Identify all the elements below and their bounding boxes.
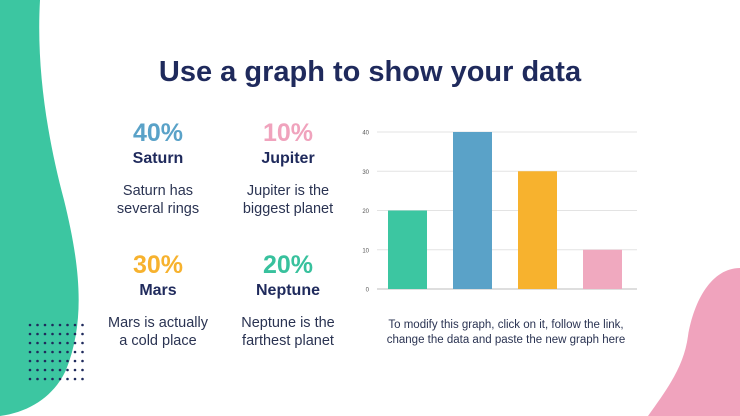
- bar: [583, 249, 622, 289]
- stat-percent: 40%: [132, 119, 184, 147]
- dot: [73, 359, 77, 363]
- pink-blob-shape: [648, 268, 740, 416]
- stat-saturn: 40% Saturn Saturn has several rings: [93, 118, 223, 218]
- description-line: farthest planet: [242, 333, 334, 349]
- description-line: Neptune is the: [241, 315, 335, 331]
- stat-description: Neptune is the farthest planet: [223, 314, 353, 350]
- dot: [73, 377, 77, 381]
- dot-pattern: [28, 323, 84, 381]
- dot: [58, 350, 62, 354]
- y-tick-label: 0: [366, 288, 370, 294]
- stat-jupiter: 10% Jupiter Jupiter is the biggest plane…: [223, 118, 353, 218]
- stat-description: Mars is actually a cold place: [93, 314, 223, 350]
- dot: [36, 377, 39, 381]
- dot: [66, 341, 69, 345]
- caption-line: change the data and paste the new graph …: [386, 334, 626, 346]
- y-tick-label: 30: [362, 170, 369, 176]
- dot: [36, 332, 39, 336]
- dot: [58, 323, 62, 327]
- dot: [36, 350, 39, 354]
- dot: [28, 350, 32, 354]
- dot: [28, 341, 32, 345]
- dot: [43, 323, 47, 327]
- dot: [43, 368, 47, 372]
- stat-percent: 10%: [262, 119, 314, 147]
- description-line: a cold place: [119, 333, 197, 349]
- dot: [51, 368, 54, 372]
- dot: [36, 359, 39, 363]
- dot: [81, 341, 84, 345]
- stat-mars: 30% Mars Mars is actually a cold place: [93, 250, 223, 350]
- dot: [73, 350, 77, 354]
- dot: [51, 359, 54, 363]
- y-tick-label: 10: [362, 248, 369, 254]
- dot: [66, 332, 69, 336]
- stat-name: Mars: [139, 282, 177, 299]
- y-tick-label: 20: [362, 209, 369, 215]
- dot: [66, 359, 69, 363]
- description-line: several rings: [116, 201, 200, 217]
- dot: [58, 341, 62, 345]
- dot: [81, 368, 84, 372]
- dot: [43, 341, 47, 345]
- description-line: Mars is actually: [108, 315, 208, 331]
- teal-wave-shape: [0, 0, 79, 416]
- dot: [43, 377, 47, 381]
- dot: [36, 323, 39, 327]
- bar: [388, 210, 427, 289]
- bar-chart[interactable]: 0 10 20 30 40: [355, 124, 645, 299]
- dot: [28, 332, 32, 336]
- dot: [81, 359, 84, 363]
- dot: [51, 332, 54, 336]
- bar: [453, 132, 492, 289]
- stat-description: Jupiter is the biggest planet: [223, 182, 353, 218]
- chart-caption: To modify this graph, click on it, follo…: [356, 318, 656, 348]
- y-tick-label: 40: [362, 131, 369, 137]
- description-line: Jupiter is the: [246, 183, 330, 199]
- description-line: biggest planet: [242, 201, 334, 217]
- dot: [66, 323, 69, 327]
- dot: [28, 377, 32, 381]
- page-title: Use a graph to show your data: [158, 56, 582, 88]
- bar: [518, 171, 557, 289]
- stat-name: Jupiter: [261, 150, 315, 167]
- stat-name: Saturn: [132, 150, 184, 167]
- dot: [73, 341, 77, 345]
- dot: [73, 368, 77, 372]
- stat-description: Saturn has several rings: [93, 182, 223, 218]
- dot: [66, 350, 69, 354]
- dot: [66, 368, 69, 372]
- stat-percent: 20%: [262, 251, 314, 279]
- dot: [51, 377, 54, 381]
- caption-line: To modify this graph, click on it, follo…: [388, 319, 624, 331]
- dot: [36, 341, 39, 345]
- dot: [51, 350, 54, 354]
- dot: [36, 368, 39, 372]
- dot: [28, 323, 32, 327]
- dot: [58, 332, 62, 336]
- dot: [51, 341, 54, 345]
- dot: [81, 377, 84, 381]
- dot: [73, 323, 77, 327]
- stat-name: Neptune: [256, 282, 320, 299]
- dot: [43, 332, 47, 336]
- dot: [43, 359, 47, 363]
- description-line: Saturn has: [122, 183, 194, 199]
- dot: [28, 368, 32, 372]
- dot: [51, 323, 54, 327]
- dot: [81, 332, 84, 336]
- dot: [43, 350, 47, 354]
- dot: [58, 359, 62, 363]
- dot: [58, 368, 62, 372]
- dot: [81, 323, 84, 327]
- stat-neptune: 20% Neptune Neptune is the farthest plan…: [223, 250, 353, 350]
- dot: [28, 359, 32, 363]
- dot: [81, 350, 84, 354]
- stat-percent: 30%: [132, 251, 184, 279]
- dot: [73, 332, 77, 336]
- dot: [58, 377, 62, 381]
- dot: [66, 377, 69, 381]
